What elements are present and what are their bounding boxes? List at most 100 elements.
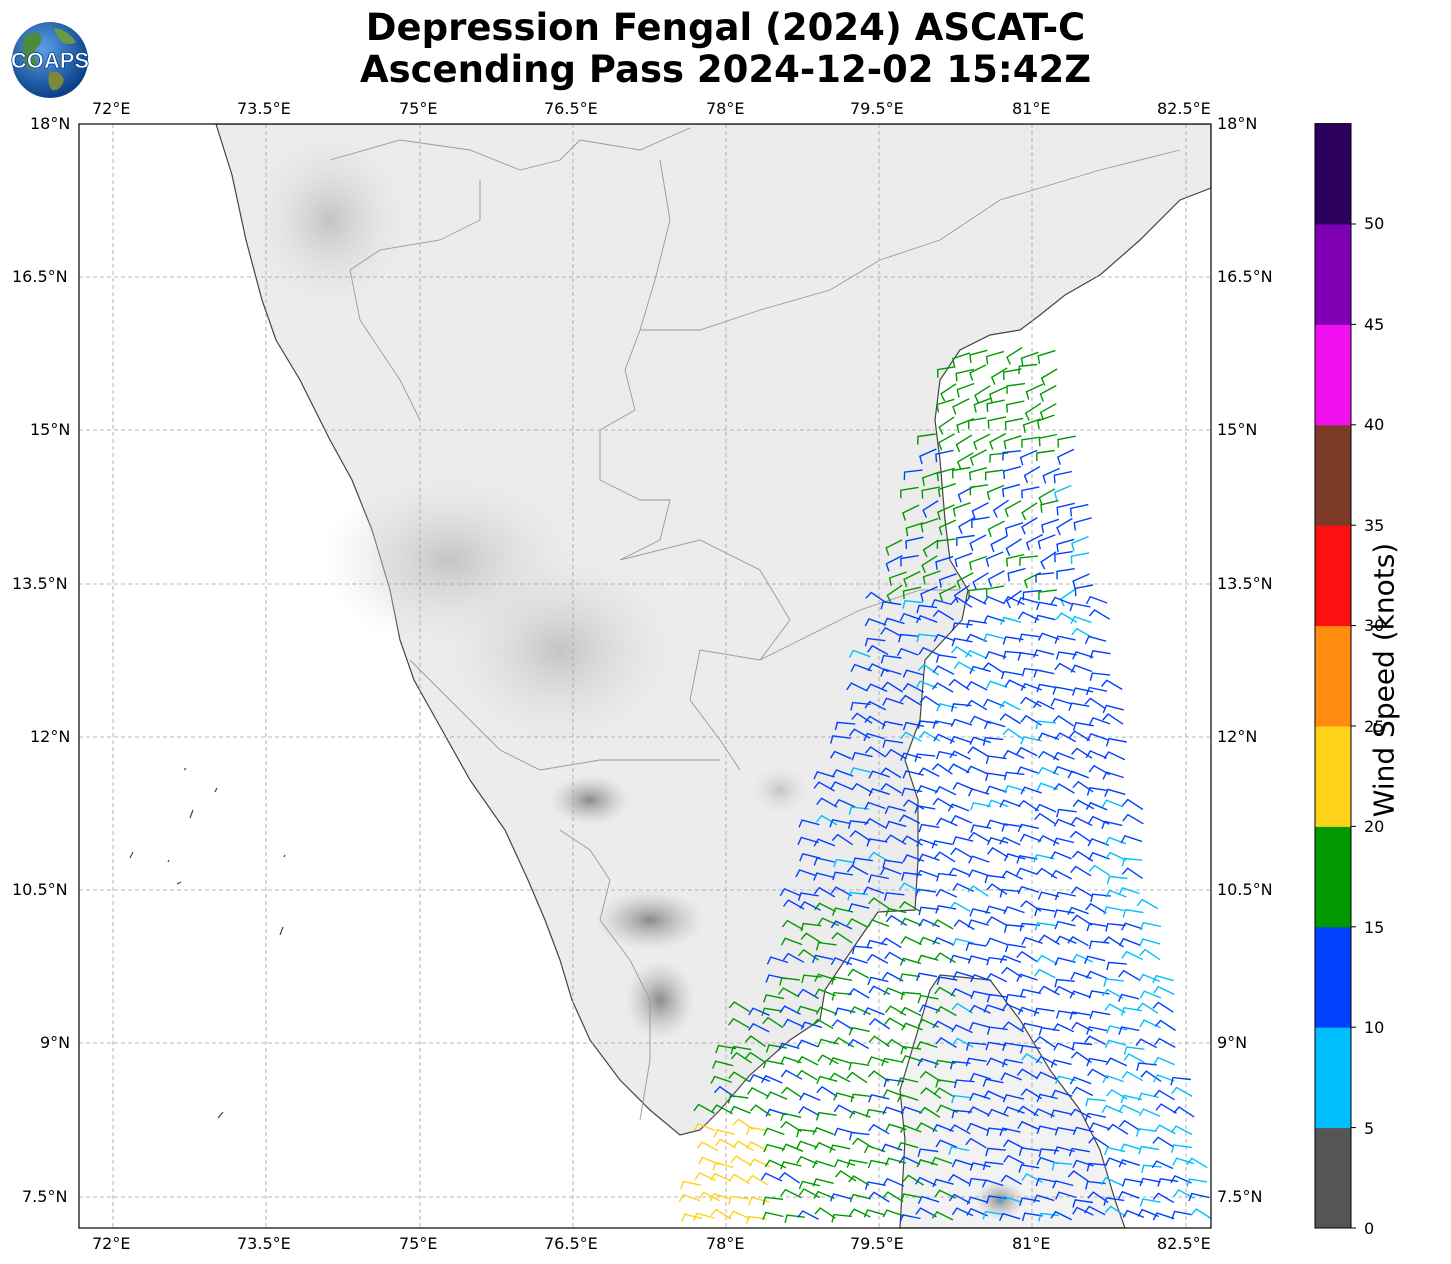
wind-barb <box>1003 771 1025 781</box>
wind-barb <box>952 398 970 415</box>
wind-barb <box>748 1022 770 1033</box>
wind-barb <box>1034 812 1056 825</box>
wind-barb <box>1136 898 1159 910</box>
wind-barb <box>1037 835 1060 845</box>
wind-barb <box>796 1155 818 1165</box>
wind-barb <box>986 819 1008 828</box>
wind-barb <box>881 720 903 730</box>
wind-barb <box>868 851 890 863</box>
colorbar-tick: 15 <box>1364 918 1385 937</box>
wind-barb <box>868 1017 891 1030</box>
wind-barb <box>948 867 971 876</box>
wind-barb <box>1155 1103 1177 1114</box>
wind-barb <box>967 919 989 928</box>
wind-barb <box>969 484 989 496</box>
wind-barb <box>1084 1035 1106 1046</box>
wind-barb <box>1170 1175 1192 1184</box>
wind-barb <box>1020 351 1039 367</box>
wind-barb <box>902 669 925 678</box>
wind-barb <box>899 694 922 706</box>
lat-tick-right: 15°N <box>1217 420 1258 439</box>
wind-barb <box>1103 1197 1125 1206</box>
wind-barb <box>1139 1177 1161 1187</box>
wind-barb <box>864 715 886 727</box>
wind-barb <box>880 600 902 610</box>
wind-barb <box>693 1103 715 1114</box>
wind-barb <box>1034 803 1057 813</box>
wind-barb <box>1071 687 1094 696</box>
wind-barb <box>829 1144 851 1153</box>
wind-barb <box>922 539 939 558</box>
wind-barb <box>1016 855 1038 864</box>
wind-barb <box>1119 1143 1142 1152</box>
wind-barb <box>828 1056 851 1066</box>
wind-barb <box>1052 1023 1075 1033</box>
wind-barb <box>1016 950 1038 963</box>
lat-tick-right: 16.5°N <box>1217 267 1273 286</box>
wind-barb <box>1105 737 1127 747</box>
wind-barb <box>868 1123 890 1135</box>
wind-barb <box>932 919 954 930</box>
wind-barb <box>864 700 887 711</box>
wind-barb <box>1017 823 1040 833</box>
title-line-2: Ascending Pass 2024-12-02 15:42Z <box>359 48 1092 91</box>
wind-barb <box>954 552 973 568</box>
wind-barb <box>1002 1021 1024 1033</box>
wind-barb <box>1019 922 1041 932</box>
wind-barb <box>1021 517 1038 535</box>
wind-barb <box>764 1159 787 1169</box>
wind-barb <box>1083 1205 1106 1216</box>
wind-barb <box>831 769 854 778</box>
wind-barb <box>919 695 941 707</box>
wind-barb <box>1022 418 1041 434</box>
wind-barb <box>982 1078 1004 1087</box>
wind-barb <box>937 504 955 521</box>
wind-barb <box>971 516 990 529</box>
wind-barb <box>765 974 787 983</box>
wind-barb <box>1006 400 1025 413</box>
wind-barb <box>848 1026 870 1036</box>
wind-barb <box>797 1210 819 1220</box>
wind-barb <box>884 1005 907 1016</box>
wind-barb <box>940 383 957 402</box>
wind-barb <box>966 1207 988 1217</box>
wind-barbs <box>678 346 1211 1225</box>
lat-tick-right: 10.5°N <box>1217 880 1273 899</box>
wind-barb <box>1023 571 1042 589</box>
wind-barb <box>813 838 836 847</box>
wind-barb <box>799 852 821 862</box>
wind-barb <box>933 633 956 642</box>
wind-barb <box>1101 988 1124 999</box>
wind-barb <box>949 735 972 745</box>
wind-barb <box>1042 467 1060 484</box>
wind-barb <box>1021 502 1038 521</box>
wind-barb <box>1069 990 1091 999</box>
wind-barb <box>730 1155 752 1167</box>
wind-barb <box>1088 1136 1110 1148</box>
wind-barb <box>898 1155 921 1165</box>
wind-barb <box>762 994 785 1003</box>
wind-barb <box>851 782 873 794</box>
wind-barb <box>865 683 888 692</box>
wind-barb <box>681 1213 703 1222</box>
wind-barb <box>1071 914 1093 926</box>
wind-barb <box>899 1124 922 1133</box>
wind-barb <box>1050 1210 1073 1221</box>
wind-barb <box>1037 349 1056 364</box>
colorbar-tick: 30 <box>1364 616 1385 635</box>
wind-barb <box>983 1004 1005 1013</box>
wind-barb <box>848 903 870 912</box>
wind-barb <box>967 746 989 757</box>
wind-barb <box>1037 766 1060 776</box>
wind-barb <box>1053 782 1075 794</box>
wind-barb <box>1068 1147 1090 1157</box>
wind-barb <box>1084 955 1106 964</box>
wind-barb <box>833 1092 855 1101</box>
wind-barb <box>932 797 954 809</box>
wind-barb <box>885 907 907 917</box>
wind-barb <box>921 486 941 499</box>
wind-barb <box>986 1127 1007 1137</box>
wind-barb <box>864 746 887 758</box>
wind-barb <box>1139 990 1162 999</box>
wind-barb <box>969 364 987 381</box>
